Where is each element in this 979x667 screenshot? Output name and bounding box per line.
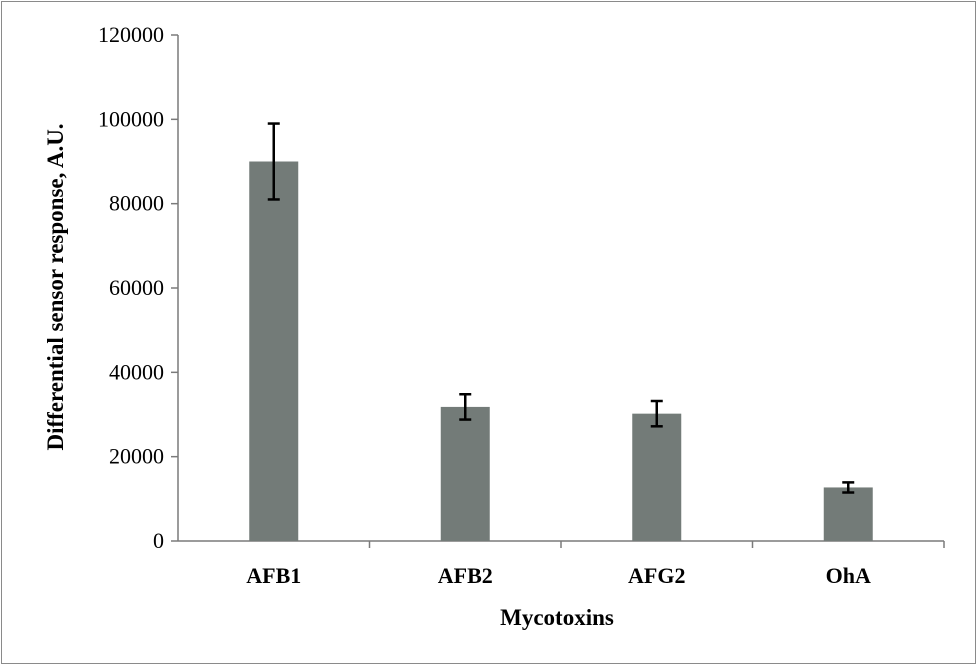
- y-axis: 0 20000 40000 60000 80000 100000 120000: [98, 22, 179, 553]
- x-axis-title: Mycotoxins: [500, 605, 614, 630]
- error-bars: [267, 122, 855, 494]
- x-tick-label: OhA: [826, 563, 871, 588]
- y-tick-label: 100000: [98, 106, 164, 131]
- y-tick-label: 60000: [109, 275, 164, 300]
- y-tick-label: 120000: [98, 22, 164, 47]
- bar-afb1: [249, 161, 299, 541]
- bars: [249, 161, 873, 541]
- x-tick-label: AFB1: [246, 563, 301, 588]
- bar-oha: [823, 487, 873, 541]
- x-axis: AFB1 AFB2 AFG2 OhA: [178, 540, 945, 588]
- y-tick-label: 40000: [109, 359, 164, 384]
- bar-afg2: [632, 413, 682, 541]
- y-tick-label: 20000: [109, 444, 164, 469]
- x-tick-label: AFG2: [628, 563, 685, 588]
- bar-afb2: [440, 406, 490, 541]
- y-tick-label: 0: [153, 528, 164, 553]
- y-axis-title: Differential sensor response, A.U.: [43, 123, 68, 450]
- x-tick-label: AFB2: [438, 563, 493, 588]
- y-tick-label: 80000: [109, 191, 164, 216]
